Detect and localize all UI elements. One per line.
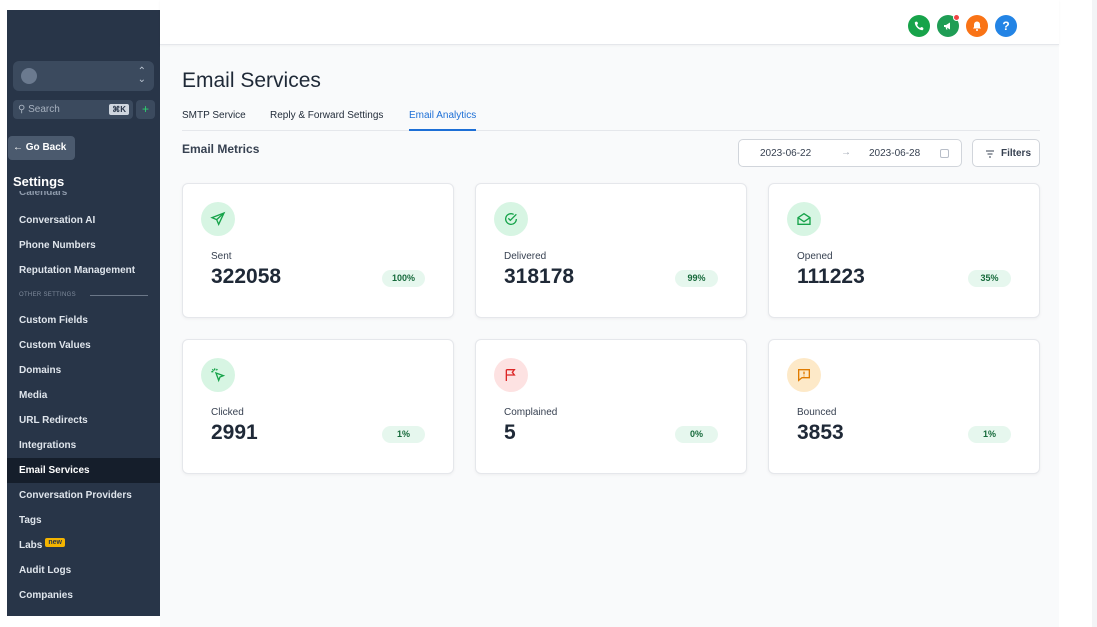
account-switcher[interactable]: ⌃ ⌄ — [13, 61, 154, 91]
email-metrics-heading: Email Metrics — [182, 142, 260, 156]
sidebar-item-media[interactable]: Media — [19, 390, 48, 401]
percentage-badge: 35% — [968, 270, 1011, 287]
percentage-badge: 1% — [382, 426, 425, 443]
metric-card-opened: Opened 111223 35% — [768, 183, 1040, 318]
sidebar-item-conversation-ai[interactable]: Conversation AI — [19, 215, 96, 226]
go-back-button[interactable]: ← Go Back — [8, 136, 75, 160]
metric-label: Clicked — [211, 407, 244, 418]
avatar — [21, 68, 37, 84]
sidebar-item-conversation-providers[interactable]: Conversation Providers — [19, 490, 132, 501]
sidebar-item-labs[interactable]: Labs new — [7, 533, 160, 558]
megaphone-icon[interactable] — [937, 14, 960, 37]
send-icon — [201, 202, 235, 236]
mail-open-icon — [787, 202, 821, 236]
sidebar-item-custom-fields[interactable]: Custom Fields — [19, 315, 88, 326]
new-badge: new — [45, 538, 65, 547]
search-icon: ⚲ — [18, 104, 26, 115]
percentage-badge: 99% — [675, 270, 718, 287]
sidebar-item-tags[interactable]: Tags — [19, 515, 42, 526]
search-shortcut-badge: ⌘K — [109, 104, 129, 115]
sidebar-item-email-services[interactable]: Email Services — [7, 458, 160, 483]
tab-email-analytics[interactable]: Email Analytics — [409, 110, 477, 131]
arrow-right-icon: → — [841, 147, 851, 158]
date-from: 2023-06-22 — [760, 148, 812, 159]
page-title: Email Services — [182, 69, 321, 92]
sidebar-item-domains[interactable]: Domains — [19, 365, 62, 376]
main-content: ? Email Services SMTP Service Reply & Fo… — [160, 0, 1059, 627]
click-pointer-icon — [201, 358, 235, 392]
scrollbar-track[interactable] — [1092, 0, 1097, 627]
tab-smtp-service[interactable]: SMTP Service — [182, 110, 246, 121]
percentage-badge: 0% — [675, 426, 718, 443]
sidebar-item-custom-values[interactable]: Custom Values — [19, 340, 91, 351]
phone-icon[interactable] — [908, 15, 930, 37]
metric-value: 111223 — [797, 265, 865, 288]
flag-icon — [494, 358, 528, 392]
sidebar-item-audit-logs[interactable]: Audit Logs — [19, 565, 72, 576]
metric-card-complained: Complained 5 0% — [475, 339, 747, 474]
metric-card-sent: Sent 322058 100% — [182, 183, 454, 318]
sidebar: ⌃ ⌄ ⚲ Search ⌘K + ← Go Back Settings Cale… — [7, 10, 160, 616]
sidebar-item-url-redirects[interactable]: URL Redirects — [19, 415, 88, 426]
section-other-settings: OTHER SETTINGS — [7, 283, 160, 308]
section-divider — [90, 295, 148, 296]
sidebar-item-integrations[interactable]: Integrations — [19, 440, 77, 451]
date-to: 2023-06-28 — [869, 148, 921, 159]
metric-label: Opened — [797, 251, 833, 262]
chevron-up-down-icon: ⌃ ⌄ — [137, 66, 146, 85]
metric-value: 5 — [504, 421, 516, 444]
sidebar-item-companies[interactable]: Companies — [19, 590, 73, 601]
metric-value: 3853 — [797, 421, 844, 444]
date-range-picker[interactable]: 2023-06-22 → 2023-06-28 — [738, 139, 962, 167]
search-input[interactable]: ⚲ Search ⌘K — [13, 100, 133, 119]
sidebar-item-reputation-management[interactable]: Reputation Management — [19, 265, 136, 276]
metric-card-bounced: Bounced 3853 1% — [768, 339, 1040, 474]
notification-dot — [953, 14, 960, 21]
tab-bar: SMTP Service Reply & Forward Settings Em… — [182, 103, 1040, 131]
calendar-icon — [940, 149, 949, 158]
quick-add-button[interactable]: + — [136, 100, 155, 119]
metric-card-clicked: Clicked 2991 1% — [182, 339, 454, 474]
tab-reply-forward-settings[interactable]: Reply & Forward Settings — [270, 110, 384, 121]
metric-label: Sent — [211, 251, 232, 262]
metric-label: Complained — [504, 407, 558, 418]
metric-value: 2991 — [211, 421, 258, 444]
filters-label: Filters — [1001, 148, 1032, 159]
metric-value: 322058 — [211, 265, 282, 288]
filter-icon — [986, 150, 994, 158]
section-label: OTHER SETTINGS — [19, 292, 76, 298]
alert-message-icon — [787, 358, 821, 392]
help-icon[interactable]: ? — [995, 15, 1017, 37]
search-placeholder: Search — [28, 104, 60, 115]
settings-heading: Settings — [13, 174, 65, 189]
filters-button[interactable]: Filters — [972, 139, 1040, 167]
sidebar-item-label: Labs — [19, 540, 43, 551]
metric-value: 318178 — [504, 265, 575, 288]
top-bar: ? — [160, 0, 1059, 45]
bell-icon[interactable] — [966, 15, 988, 37]
settings-nav: Conversation AI Phone Numbers Reputation… — [7, 208, 160, 608]
metric-label: Delivered — [504, 251, 547, 262]
metric-label: Bounced — [797, 407, 837, 418]
sidebar-item-calendars[interactable]: Calendars — [19, 191, 68, 198]
percentage-badge: 100% — [382, 270, 425, 287]
sidebar-item-phone-numbers[interactable]: Phone Numbers — [19, 240, 96, 251]
percentage-badge: 1% — [968, 426, 1011, 443]
metric-card-delivered: Delivered 318178 99% — [475, 183, 747, 318]
check-circle-icon — [494, 202, 528, 236]
